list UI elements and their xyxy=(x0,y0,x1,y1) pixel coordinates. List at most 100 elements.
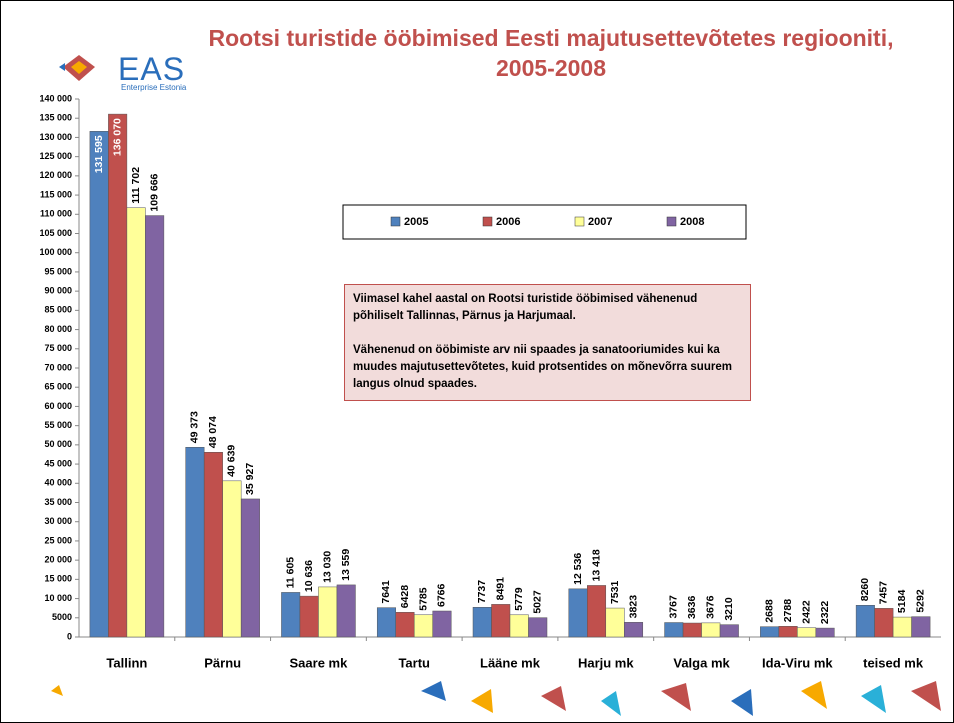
y-tick-label: 30 000 xyxy=(44,516,72,526)
y-tick-label: 135 000 xyxy=(39,113,72,123)
value-label: 2422 xyxy=(800,600,812,624)
y-tick-label: 0 xyxy=(67,631,72,641)
y-tick-label: 120 000 xyxy=(39,170,72,180)
y-tick-label: 140 000 xyxy=(39,93,72,103)
legend-label: 2008 xyxy=(680,216,704,228)
bar xyxy=(719,624,739,638)
legend-label: 2006 xyxy=(496,216,520,228)
value-label: 7531 xyxy=(609,581,621,605)
bar xyxy=(299,595,319,638)
y-tick-label: 15 000 xyxy=(44,574,72,584)
value-label: 49 373 xyxy=(189,411,201,443)
x-tick-label: teised mk xyxy=(863,655,924,670)
y-tick-label: 80 000 xyxy=(44,324,72,334)
y-tick-label: 35 000 xyxy=(44,497,72,507)
bar xyxy=(605,607,625,638)
value-label: 40 639 xyxy=(226,445,238,477)
y-tick-label: 50 000 xyxy=(44,439,72,449)
value-label: 13 418 xyxy=(590,549,602,581)
value-label: 35 927 xyxy=(244,463,256,495)
bar xyxy=(664,622,684,638)
value-label: 136 070 xyxy=(111,118,123,156)
bar xyxy=(108,113,128,638)
y-tick-label: 105 000 xyxy=(39,228,72,238)
value-label: 5785 xyxy=(417,587,429,611)
value-label: 3823 xyxy=(627,595,639,619)
y-tick-label: 65 000 xyxy=(44,382,72,392)
bar xyxy=(145,215,165,638)
legend-swatch xyxy=(390,216,401,227)
annotation: Viimasel kahel aastal on Rootsi turistid… xyxy=(344,284,751,401)
legend-swatch xyxy=(482,216,493,227)
bar xyxy=(126,207,146,638)
value-label: 6766 xyxy=(436,583,448,607)
value-label: 7737 xyxy=(476,580,488,604)
y-tick-label: 95 000 xyxy=(44,266,72,276)
decoration xyxy=(51,681,941,716)
value-label: 7641 xyxy=(380,580,392,604)
value-label: 7457 xyxy=(878,581,890,605)
bar xyxy=(855,605,875,638)
value-label: 2688 xyxy=(763,599,775,623)
legend-box xyxy=(342,204,747,240)
value-label: 11 605 xyxy=(284,557,296,589)
bar xyxy=(185,447,205,638)
bar xyxy=(89,131,109,638)
value-label: 48 074 xyxy=(207,416,219,448)
bar xyxy=(568,588,588,638)
value-label: 5027 xyxy=(532,590,544,614)
x-tick-label: Tartu xyxy=(398,655,430,670)
value-label: 2788 xyxy=(782,599,794,623)
legend-label: 2005 xyxy=(404,216,428,228)
bar xyxy=(203,452,223,638)
y-tick-label: 85 000 xyxy=(44,305,72,315)
value-label: 3676 xyxy=(705,595,717,619)
chart-title: Rootsi turistide ööbimised Eesti majutus… xyxy=(208,25,894,81)
legend-swatch xyxy=(666,216,677,227)
value-label: 13 030 xyxy=(321,551,333,583)
value-label: 3636 xyxy=(686,596,698,620)
y-tick-label: 70 000 xyxy=(44,362,72,372)
logo-subtitle: Enterprise Estonia xyxy=(121,83,187,92)
value-label: 8491 xyxy=(495,577,507,601)
value-label: 10 636 xyxy=(303,560,315,592)
value-label: 3210 xyxy=(723,597,735,621)
bar xyxy=(472,607,492,638)
y-tick-label: 90 000 xyxy=(44,286,72,296)
y-tick-label: 20 000 xyxy=(44,555,72,565)
annotation-text: Vähenenud on ööbimiste arv nii spaades j… xyxy=(353,344,732,390)
bar xyxy=(760,626,780,638)
bar xyxy=(587,585,607,638)
bar xyxy=(281,592,301,638)
y-tick-label: 25 000 xyxy=(44,535,72,545)
value-label: 109 666 xyxy=(148,173,160,211)
y-tick-label: 45 000 xyxy=(44,458,72,468)
bar xyxy=(682,622,702,638)
x-tick-label: Tallinn xyxy=(106,655,147,670)
y-tick-label: 130 000 xyxy=(39,132,72,142)
x-tick-label: Pärnu xyxy=(204,655,241,670)
legend-label: 2007 xyxy=(588,216,612,228)
bar xyxy=(432,610,452,638)
value-label: 6428 xyxy=(399,585,411,609)
bar xyxy=(528,617,548,638)
bar xyxy=(911,616,931,638)
y-tick-label: 75 000 xyxy=(44,343,72,353)
bar xyxy=(336,584,356,638)
x-tick-label: Saare mk xyxy=(290,655,349,670)
bar xyxy=(240,498,260,638)
y-tick-label: 110 000 xyxy=(40,209,72,219)
bar xyxy=(797,627,817,638)
bar xyxy=(395,612,415,638)
x-tick-label: Lääne mk xyxy=(480,655,541,670)
bar xyxy=(222,480,242,638)
bar xyxy=(778,626,798,638)
y-tick-label: 55 000 xyxy=(44,420,72,430)
x-tick-label: Harju mk xyxy=(578,655,634,670)
value-label: 131 595 xyxy=(93,135,105,173)
value-label: 12 536 xyxy=(572,553,584,585)
bar xyxy=(413,614,433,638)
value-label: 111 702 xyxy=(130,167,142,204)
